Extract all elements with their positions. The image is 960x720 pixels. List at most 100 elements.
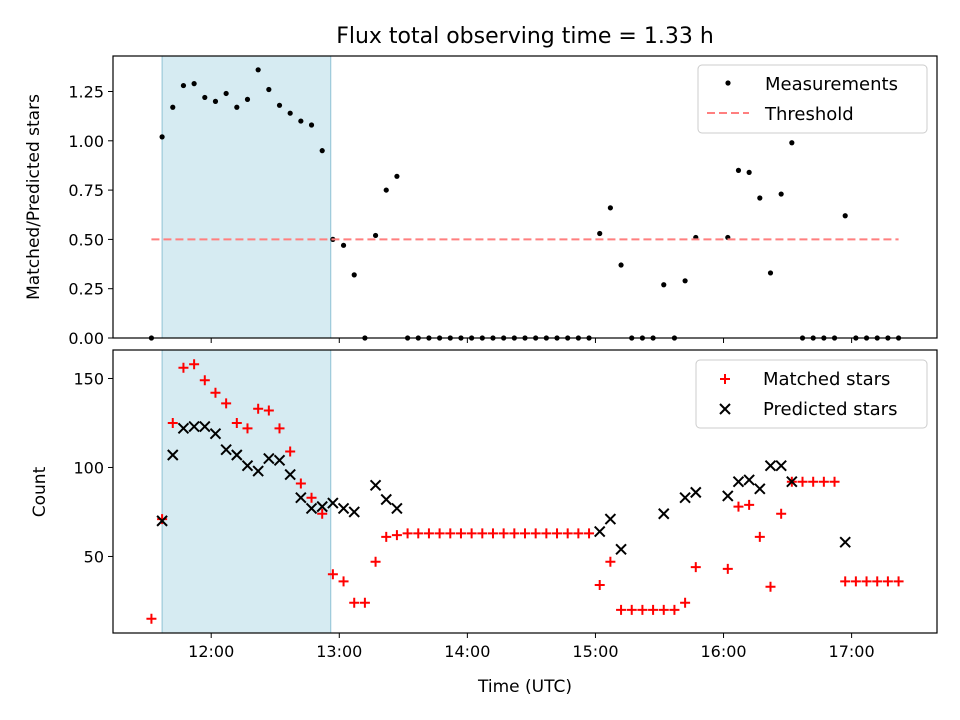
bottom-predicted-point xyxy=(348,506,360,518)
legend-predicted-label: Predicted stars xyxy=(763,399,897,420)
bottom-predicted-point xyxy=(754,483,766,495)
bottom-x-tick-label: 14:00 xyxy=(444,642,490,661)
top-measurement-point xyxy=(159,134,165,140)
bottom-matched-point xyxy=(178,362,189,373)
bottom-predicted-point xyxy=(775,459,787,472)
bottom-matched-point xyxy=(327,569,338,580)
bottom-y-tick-label: 100 xyxy=(73,458,104,477)
bottom-legend-box xyxy=(695,359,928,429)
bottom-matched-point xyxy=(669,604,680,615)
bottom-predicted-point xyxy=(231,449,243,461)
bottom-matched-point xyxy=(498,528,509,539)
bottom-matched-point xyxy=(840,576,851,587)
bottom-matched-point xyxy=(605,556,616,567)
bottom-matched-point xyxy=(295,478,306,489)
bottom-predicted-point xyxy=(839,536,851,548)
top-measurement-point xyxy=(778,191,784,197)
bottom-predicted-point xyxy=(273,454,286,467)
bottom-matched-point xyxy=(263,405,274,416)
bottom-predicted-point xyxy=(732,476,745,488)
top-measurement-point xyxy=(298,118,304,124)
bottom-matched-point xyxy=(690,562,701,573)
top-measurement-point xyxy=(308,122,315,128)
top-measurement-point xyxy=(735,167,742,173)
bottom-matched-point xyxy=(552,528,563,539)
bottom-predicted-point xyxy=(786,476,798,488)
bottom-x-axis-label: Time (UTC) xyxy=(477,677,572,697)
top-measurement-point xyxy=(682,278,688,284)
bottom-y-axis-label: Count xyxy=(30,466,50,517)
bottom-matched-point xyxy=(189,359,200,370)
bottom-matched-point xyxy=(199,375,210,386)
bottom-matched-point xyxy=(850,576,861,587)
top-measurement-point xyxy=(757,195,763,201)
top-measurement-point xyxy=(618,262,624,268)
bottom-predicted-point xyxy=(188,420,200,433)
bottom-predicted-point xyxy=(369,479,382,491)
bottom-x-tick-label: 15:00 xyxy=(572,642,618,661)
bottom-predicted-point xyxy=(764,459,777,472)
bottom-matched-point xyxy=(765,581,776,592)
bottom-matched-point xyxy=(658,604,669,615)
bottom-x-tick-label: 12:00 xyxy=(188,642,234,661)
top-y-tick-label: 1.25 xyxy=(68,82,104,101)
top-y-tick-label: 1.00 xyxy=(68,132,104,151)
bottom-matched-point xyxy=(680,597,691,608)
bottom-matched-point xyxy=(722,563,733,574)
bottom-predicted-point xyxy=(220,443,232,456)
bottom-matched-point xyxy=(349,597,360,608)
bottom-panel: 50 100 150 12:00 13:00 14:00 15:00 16:00 17:00 T… xyxy=(30,349,938,697)
top-legend: Measurements Threshold xyxy=(697,64,928,134)
top-chart-title: Flux total observing time = 1.33 h xyxy=(336,24,714,49)
bottom-matched-point xyxy=(434,528,445,539)
bottom-matched-point xyxy=(338,576,349,587)
legend-measurements-marker xyxy=(725,80,731,86)
bottom-matched-point xyxy=(520,528,530,539)
bottom-predicted-point xyxy=(316,500,328,513)
bottom-predicted-point xyxy=(327,497,339,509)
bottom-predicted-point xyxy=(391,502,403,515)
bottom-matched-point xyxy=(306,492,317,503)
top-measurement-point xyxy=(767,270,774,276)
top-measurement-point xyxy=(244,96,251,102)
bottom-matched-point xyxy=(562,528,573,539)
top-measurement-point xyxy=(287,110,293,116)
top-measurement-point xyxy=(234,104,240,110)
top-measurement-point xyxy=(266,86,272,93)
top-measurement-point xyxy=(394,173,400,179)
bottom-predicted-point xyxy=(156,515,168,527)
bottom-matched-point xyxy=(231,417,242,428)
bottom-matched-point xyxy=(509,528,520,539)
bottom-matched-point xyxy=(157,514,168,525)
top-observing-span xyxy=(161,55,332,339)
top-panel: Flux total observing time = 1.33 h 0.00 0… xyxy=(24,24,938,348)
bottom-predicted-point xyxy=(241,459,254,472)
top-measurement-point xyxy=(340,242,347,248)
top-measurement-point xyxy=(319,148,325,154)
bottom-matched-point xyxy=(146,613,157,624)
bottom-y-tick-label: 150 xyxy=(73,369,104,388)
bottom-matched-point xyxy=(370,556,381,567)
bottom-matched-point xyxy=(445,528,456,539)
top-measurement-point xyxy=(202,94,208,101)
bottom-matched-point xyxy=(477,528,488,539)
bottom-x-tick-label: 16:00 xyxy=(700,642,746,661)
top-measurement-point xyxy=(789,140,795,146)
bottom-predicted-point xyxy=(337,502,350,515)
bottom-predicted-point xyxy=(199,420,211,433)
bottom-matched-point xyxy=(584,528,595,539)
bottom-predicted-point xyxy=(252,465,264,477)
top-measurement-point xyxy=(351,272,357,278)
bottom-matched-point xyxy=(626,604,637,615)
bottom-matched-point xyxy=(573,528,584,539)
bottom-predicted-point xyxy=(604,513,617,525)
legend-threshold-label: Threshold xyxy=(764,104,854,125)
bottom-predicted-point xyxy=(284,468,296,481)
bottom-observing-span xyxy=(161,349,332,634)
bottom-matched-point xyxy=(594,579,605,590)
top-measurement-point xyxy=(255,67,261,73)
top-measurement-point xyxy=(191,81,197,87)
bottom-x-tick-label: 17:00 xyxy=(829,642,875,661)
bottom-matched-point xyxy=(359,597,370,608)
